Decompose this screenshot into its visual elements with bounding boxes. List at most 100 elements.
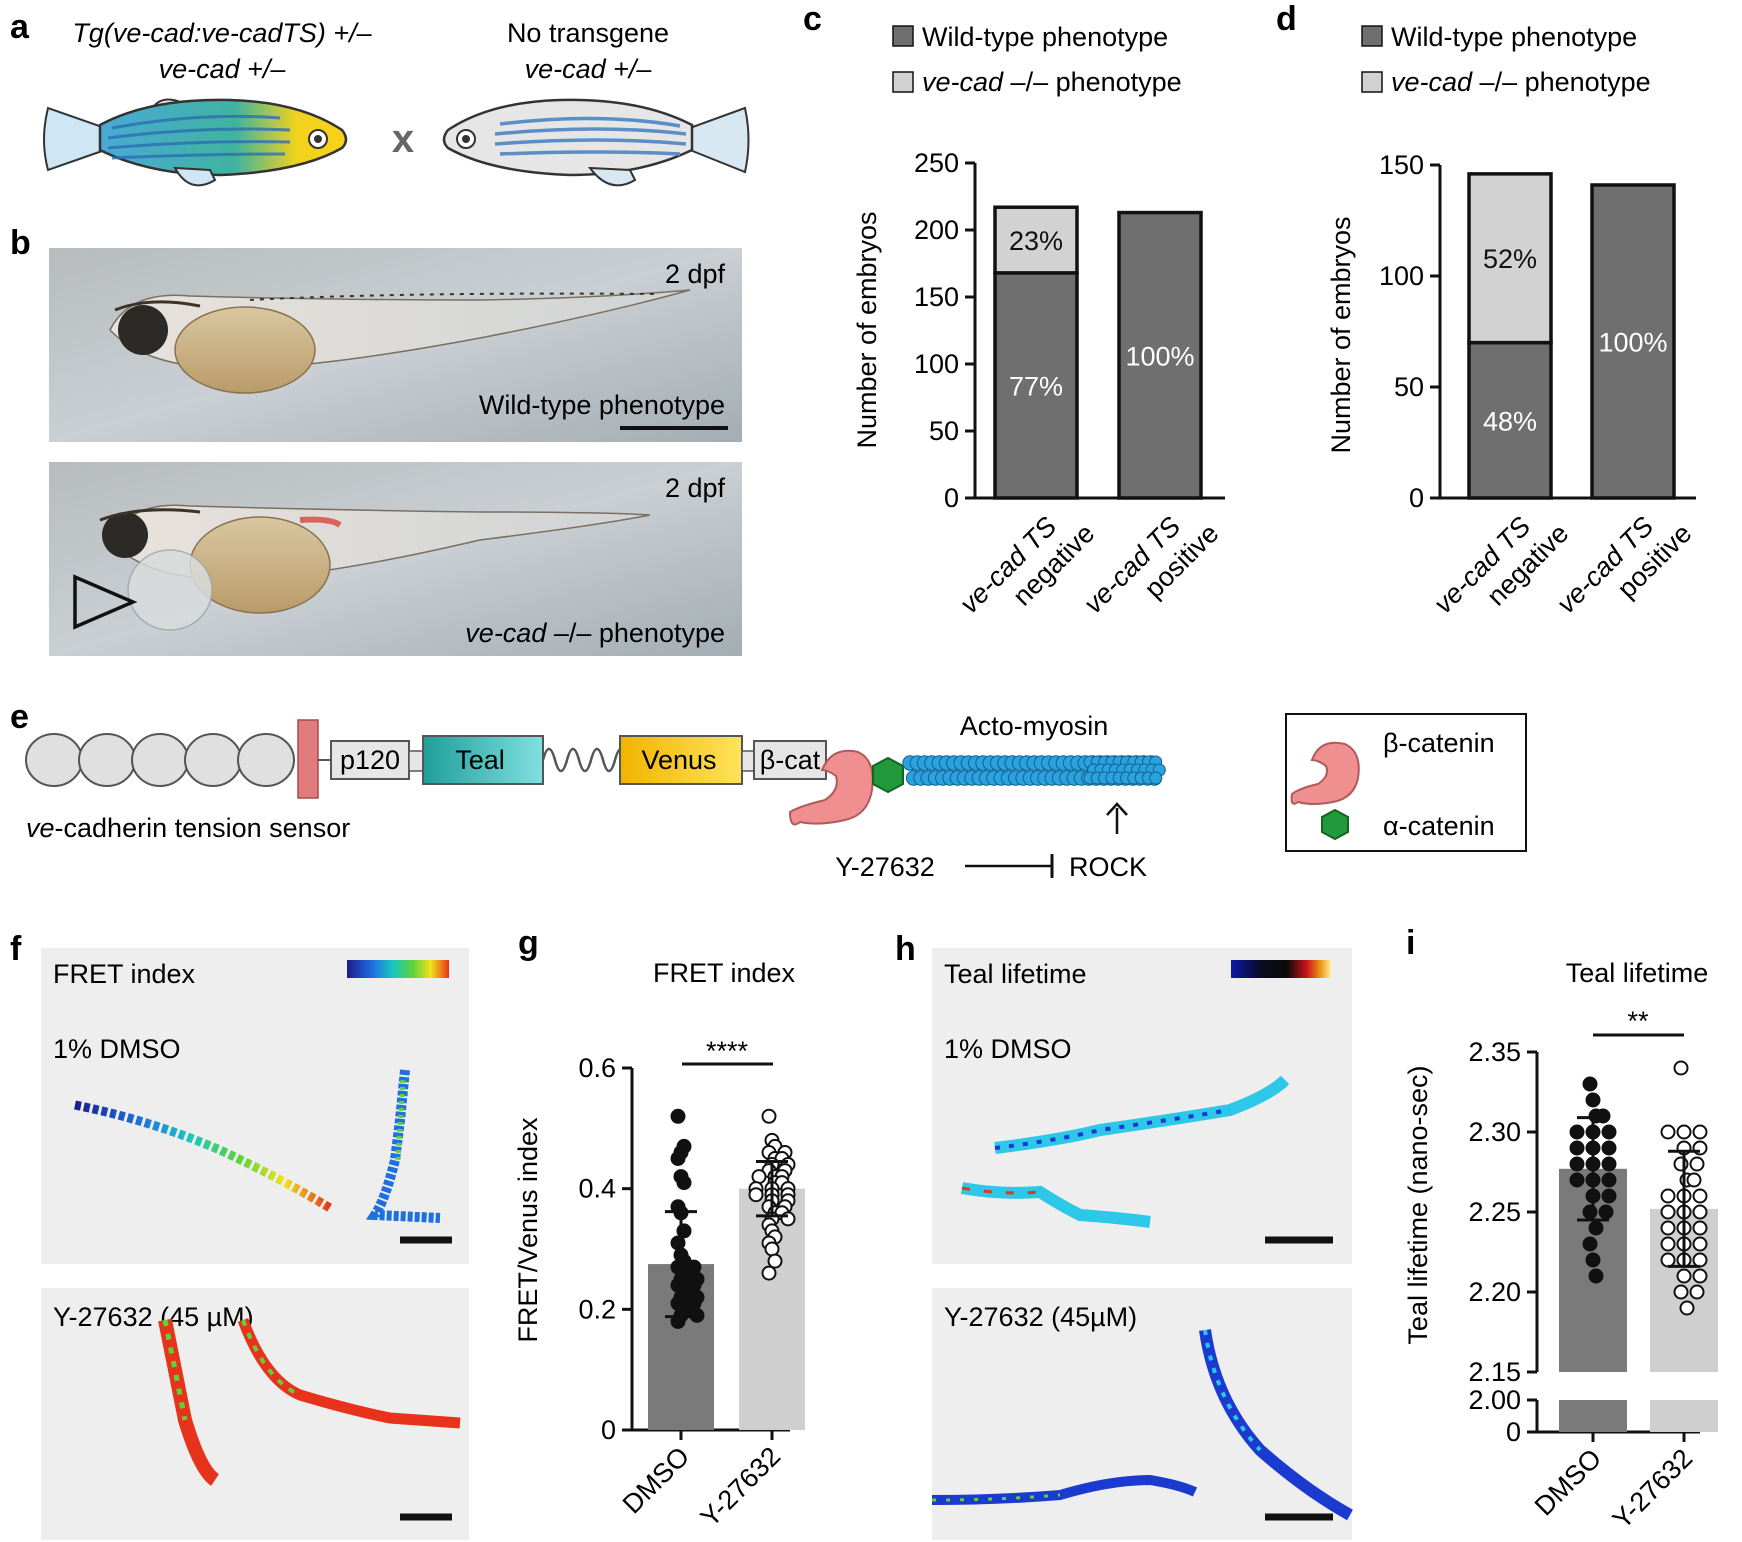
chart-i-point-y-27632 — [1660, 1236, 1676, 1252]
chart-i-point-dmso — [1601, 1140, 1617, 1156]
chart-g-ytick-label: 0 — [601, 1415, 616, 1445]
embryo-stage-label-bottom: 2 dpf — [665, 473, 726, 503]
bcat-domain-label: β-cat — [760, 745, 821, 775]
lifetime-image-title: Teal lifetime — [944, 959, 1087, 989]
chart-i-point-y-27632 — [1689, 1284, 1705, 1300]
chart-i-point-y-27632 — [1660, 1220, 1676, 1236]
chart-i-point-y-27632 — [1692, 1204, 1708, 1220]
chart-i-point-y-27632 — [1660, 1252, 1676, 1268]
chart-c-legend-mut-swatch — [892, 71, 914, 93]
chart-d-y-axis: 0 50 100 150 — [1379, 150, 1696, 513]
chart-g-point-y-27632 — [767, 1253, 783, 1269]
embryo-phenotype-label-bottom-gene: ve-cad — [465, 618, 547, 648]
chart-d-ytick-label: 150 — [1379, 150, 1424, 180]
chart-c-bar-label: 100% — [1125, 341, 1194, 371]
chart-g-points — [665, 1108, 796, 1329]
chart-c-ylabel: Number of embryos — [852, 211, 882, 448]
chart-i-point-dmso — [1582, 1236, 1598, 1252]
chart-i-point-y-27632 — [1660, 1188, 1676, 1204]
chart-d-bar-wt — [1467, 340, 1553, 500]
chart-d-bars: 48% 52% 100% — [1467, 172, 1676, 500]
chart-g-point-y-27632 — [761, 1265, 777, 1281]
embryo-phenotype-label-top: Wild-type phenotype — [479, 390, 725, 420]
chart-i-ytick-label: 2.00 — [1468, 1385, 1521, 1415]
legend-beta-catenin-icon — [1290, 741, 1360, 805]
fret-junction-dmso-1 — [74, 1100, 333, 1212]
panel-a-left-genotype-line1: Tg(ve-cad:ve-cadTS) +/– — [72, 18, 372, 48]
chart-d-legend-mut-rest: –/– phenotype — [1472, 67, 1651, 97]
chart-g-ylabel: FRET/Venus index — [513, 1117, 543, 1343]
pericardial-edema-arrowhead — [73, 574, 138, 630]
legend-beta-catenin-label: β-catenin — [1383, 728, 1495, 758]
chart-i-point-y-27632 — [1673, 1156, 1689, 1172]
chart-d-bar-label: 48% — [1483, 406, 1537, 436]
chart-c-ytick-label: 250 — [914, 148, 959, 178]
panel-letter-g: g — [518, 924, 539, 962]
chart-i-point-y-27632 — [1660, 1204, 1676, 1220]
panel-letter-c: c — [803, 0, 822, 38]
panel-a-right-genotype-line2: ve-cad +/– — [525, 54, 653, 84]
chart-i-point-y-27632 — [1692, 1188, 1708, 1204]
chart-i-point-dmso — [1569, 1172, 1585, 1188]
chart-i-point-y-27632 — [1673, 1284, 1689, 1300]
chart-d-bar-wt — [1590, 183, 1676, 500]
chart-d-ytick-label: 50 — [1394, 372, 1424, 402]
fret-junction-dmso-2 — [365, 1069, 441, 1223]
chart-i-category-label: Y-27632 — [1607, 1443, 1699, 1535]
transgenic-fish-illustration — [43, 98, 348, 187]
panel-letter-e: e — [10, 698, 29, 736]
actomyosin-label: Acto-myosin — [960, 711, 1109, 741]
chart-d-legend: Wild-type phenotype ve-cad –/– phenotype — [1361, 22, 1651, 97]
chart-i-point-dmso — [1601, 1172, 1617, 1188]
fret-color-scale — [347, 960, 449, 978]
chart-i-point-y-27632 — [1692, 1252, 1708, 1268]
legend-alpha-catenin-icon — [1321, 808, 1349, 841]
chart-c-legend-wt-swatch — [892, 25, 914, 47]
chart-i-point-y-27632 — [1692, 1268, 1708, 1284]
lifetime-junction-y27632-2 — [931, 1474, 1198, 1505]
panel-b-embryo-images: 2 dpf Wild-type phenotype 2 dpf ve-cad –… — [49, 248, 742, 656]
chart-i-point-y-27632 — [1660, 1124, 1676, 1140]
lifetime-image-cond2: Y-27632 (45µM) — [944, 1302, 1137, 1332]
chart-c-bar-label: 77% — [1009, 371, 1063, 401]
chart-g-point-y-27632 — [751, 1169, 767, 1185]
beta-catenin-binding-domain — [753, 740, 827, 780]
chart-g-point-y-27632 — [764, 1241, 780, 1257]
chart-g-point-dmso — [670, 1108, 686, 1124]
panel-letter-a: a — [10, 8, 30, 46]
chart-d-embryo-counts: Wild-type phenotype ve-cad –/– phenotype… — [1326, 22, 1697, 619]
chart-i-bar-lower-y-27632 — [1650, 1400, 1718, 1432]
chart-d-legend-mut-gene: ve-cad — [1391, 67, 1473, 97]
chart-d-ylabel: Number of embryos — [1326, 216, 1356, 453]
chart-c-bar-label: 23% — [1009, 226, 1063, 256]
chart-i-point-dmso — [1598, 1204, 1614, 1220]
chart-d-bar-label: 52% — [1483, 244, 1537, 274]
chart-g-point-dmso — [670, 1313, 686, 1329]
chart-g-x-labels: DMSO Y-27632 — [617, 1430, 786, 1533]
chart-i-category-label: DMSO — [1529, 1443, 1607, 1521]
chart-g-ytick-label: 0.4 — [578, 1174, 616, 1204]
chart-i-point-dmso — [1601, 1124, 1617, 1140]
p120-binding-domain — [330, 740, 410, 780]
chart-i-point-y-27632 — [1676, 1268, 1692, 1284]
fret-image-cond2: Y-27632 (45 µM) — [53, 1302, 254, 1332]
chart-i-title: Teal lifetime — [1566, 958, 1709, 988]
p120-label: p120 — [340, 745, 400, 775]
panel-letter-h: h — [895, 930, 916, 968]
lifetime-image-dmso — [932, 948, 1352, 1264]
chart-i-ytick-label: 2.25 — [1468, 1197, 1521, 1227]
nontransgenic-fish-illustration — [442, 98, 750, 187]
panel-e-tension-sensor-diagram: p120 Teal Venus β-cat Acto-myosin ve-cad… — [25, 711, 1527, 882]
cadherin-ec-domains — [25, 733, 295, 787]
chart-i-point-dmso — [1582, 1204, 1598, 1220]
chart-i-ytick-label: 2.30 — [1468, 1117, 1521, 1147]
chart-i-ylabel: Teal lifetime (nano-sec) — [1403, 1065, 1433, 1344]
fret-image-title: FRET index — [53, 959, 196, 989]
chart-i-point-dmso — [1588, 1268, 1604, 1284]
chart-i-point-dmso — [1585, 1252, 1601, 1268]
chart-i-point-dmso — [1588, 1220, 1604, 1236]
transmembrane-domain — [297, 719, 319, 799]
chart-c-ytick-label: 100 — [914, 349, 959, 379]
